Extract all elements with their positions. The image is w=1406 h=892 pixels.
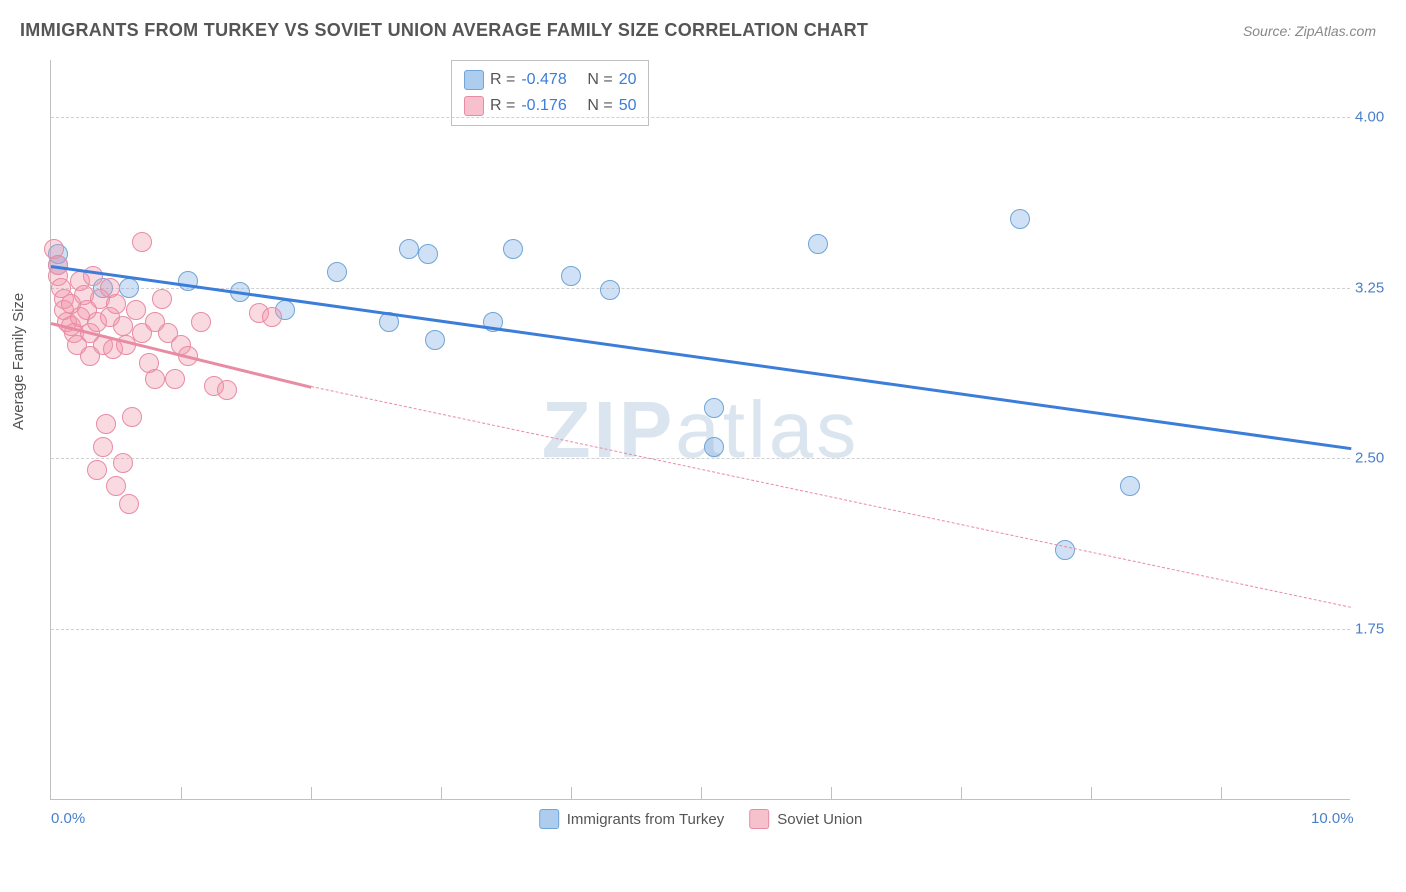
vertical-gridline [181,787,182,799]
gridline [51,629,1350,630]
data-point [113,316,133,336]
data-point [152,289,172,309]
data-point [217,380,237,400]
r-value-soviet: -0.176 [521,97,581,115]
data-point [126,300,146,320]
data-point [704,398,724,418]
n-value-soviet: 50 [619,97,637,115]
data-point [106,476,126,496]
gridline [51,117,1350,118]
data-point [191,312,211,332]
data-point [399,239,419,259]
watermark: ZIPatlas [542,384,859,476]
x-tick-label: 0.0% [51,810,85,827]
data-point [561,266,581,286]
data-point [1120,476,1140,496]
vertical-gridline [701,787,702,799]
y-tick-label: 3.25 [1355,279,1400,296]
chart-header: IMMIGRANTS FROM TURKEY VS SOVIET UNION A… [0,0,1406,51]
data-point [113,453,133,473]
y-tick-label: 1.75 [1355,621,1400,638]
data-point [425,330,445,350]
vertical-gridline [571,787,572,799]
vertical-gridline [1091,787,1092,799]
swatch-blue-icon [539,809,559,829]
chart-plot-area: ZIPatlas R = -0.478 N = 20 R = -0.176 N … [50,60,1350,800]
legend-row-soviet: R = -0.176 N = 50 [464,93,636,119]
chart-source: Source: ZipAtlas.com [1243,23,1376,39]
trend-line [311,386,1351,608]
vertical-gridline [311,787,312,799]
swatch-blue [464,70,484,90]
vertical-gridline [831,787,832,799]
gridline [51,458,1350,459]
data-point [106,294,126,314]
vertical-gridline [961,787,962,799]
data-point [808,234,828,254]
data-point [503,239,523,259]
data-point [122,407,142,427]
y-tick-label: 2.50 [1355,450,1400,467]
vertical-gridline [441,787,442,799]
data-point [165,369,185,389]
data-point [87,460,107,480]
y-tick-label: 4.00 [1355,108,1400,125]
data-point [418,244,438,264]
data-point [1010,209,1030,229]
data-point [132,232,152,252]
data-point [600,280,620,300]
n-value-turkey: 20 [619,71,637,89]
r-value-turkey: -0.478 [521,71,581,89]
data-point [704,437,724,457]
data-point [327,262,347,282]
data-point [96,414,116,434]
data-point [119,494,139,514]
data-point [93,437,113,457]
y-axis-label: Average Family Size [10,293,27,430]
vertical-gridline [1221,787,1222,799]
data-point [262,307,282,327]
chart-title: IMMIGRANTS FROM TURKEY VS SOVIET UNION A… [20,20,868,41]
legend-item-soviet: Soviet Union [749,809,862,829]
data-point [145,369,165,389]
series-legend: Immigrants from Turkey Soviet Union [539,809,863,829]
swatch-pink [464,96,484,116]
swatch-pink-icon [749,809,769,829]
x-tick-label: 10.0% [1311,810,1354,827]
trend-line [51,265,1351,450]
legend-row-turkey: R = -0.478 N = 20 [464,67,636,93]
legend-item-turkey: Immigrants from Turkey [539,809,725,829]
data-point [1055,540,1075,560]
